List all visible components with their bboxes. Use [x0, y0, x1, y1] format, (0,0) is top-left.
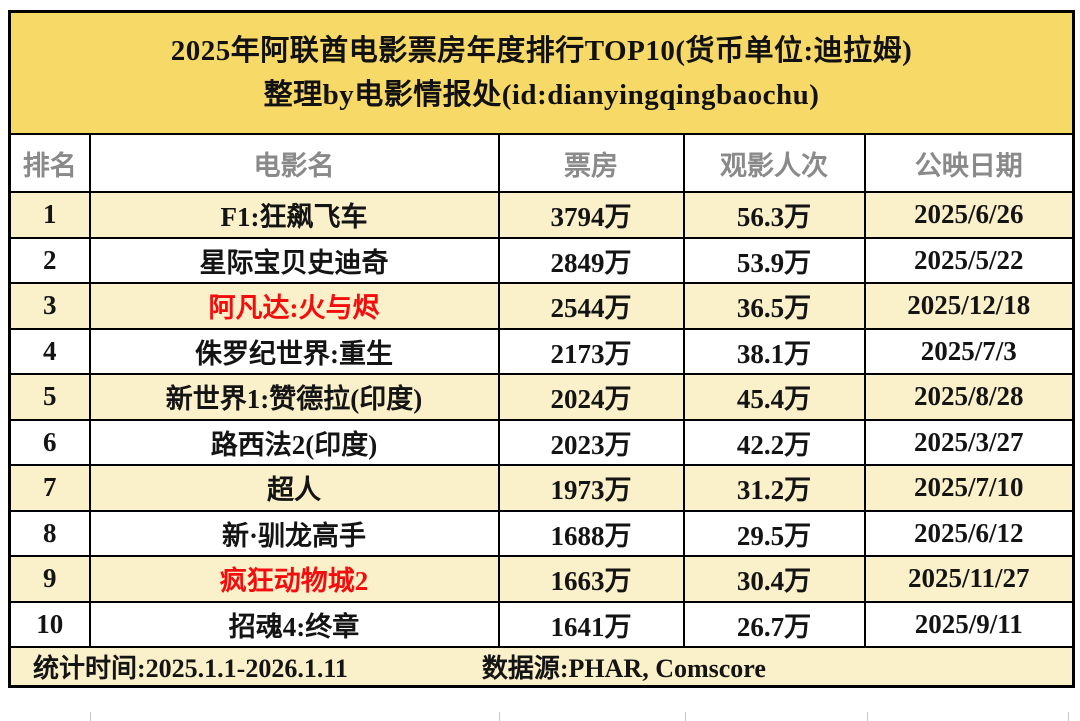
column-header-row: 排名 电影名 票房 观影人次 公映日期	[8, 133, 1075, 193]
admissions-cell: 38.1万	[682, 327, 866, 375]
admissions-cell: 29.5万	[682, 509, 866, 557]
admissions-cell: 45.4万	[682, 373, 866, 421]
column-header-admissions: 观影人次	[682, 133, 866, 193]
table-row: 1 F1:狂飙飞车 3794万 56.3万 2025/6/26	[8, 191, 1075, 239]
release-date-cell: 2025/5/22	[863, 236, 1075, 284]
admissions-cell: 53.9万	[682, 236, 866, 284]
title-row: 2025年阿联酋电影票房年度排行TOP10(货币单位:迪拉姆) 整理by电影情报…	[8, 10, 1075, 135]
release-date-cell: 2025/6/26	[863, 191, 1075, 239]
movie-cell: 侏罗纪世界:重生	[88, 327, 500, 375]
table-row: 5 新世界1:赞德拉(印度) 2024万 45.4万 2025/8/28	[8, 373, 1075, 421]
data-source-label: 数据源:PHAR, Comscore	[481, 654, 766, 683]
stat-time-label: 统计时间:2025.1.1-2026.1.11	[33, 654, 348, 683]
gridline-segment	[500, 712, 686, 721]
admissions-cell: 56.3万	[682, 191, 866, 239]
release-date-cell: 2025/7/10	[863, 464, 1075, 512]
table-row: 6 路西法2(印度) 2023万 42.2万 2025/3/27	[8, 418, 1075, 466]
rank-table: 2025年阿联酋电影票房年度排行TOP10(货币单位:迪拉姆) 整理by电影情报…	[8, 10, 1076, 688]
movie-cell: 星际宝贝史迪奇	[88, 236, 500, 284]
rank-cell: 5	[8, 373, 91, 421]
table-row: 2 星际宝贝史迪奇 2849万 53.9万 2025/5/22	[8, 236, 1075, 284]
admissions-cell: 36.5万	[682, 282, 866, 330]
release-date-cell: 2025/3/27	[863, 418, 1075, 466]
column-header-box-office: 票房	[497, 133, 685, 193]
box-office-cell: 1973万	[497, 464, 685, 512]
footer-cell: 统计时间:2025.1.1-2026.1.11 数据源:PHAR, Comsco…	[8, 646, 1075, 688]
movie-cell: 招魂4:终章	[88, 600, 500, 648]
table-row: 4 侏罗纪世界:重生 2173万 38.1万 2025/7/3	[8, 327, 1075, 375]
rank-cell: 7	[8, 464, 91, 512]
box-office-cell: 2849万	[497, 236, 685, 284]
gridline-segment	[8, 712, 91, 721]
table-row: 7 超人 1973万 31.2万 2025/7/10	[8, 464, 1075, 512]
rank-cell: 9	[8, 555, 91, 603]
admissions-cell: 26.7万	[682, 600, 866, 648]
box-office-cell: 2544万	[497, 282, 685, 330]
box-office-cell: 1688万	[497, 509, 685, 557]
column-header-movie: 电影名	[88, 133, 500, 193]
admissions-cell: 30.4万	[682, 555, 866, 603]
rank-cell: 1	[8, 191, 91, 239]
table-row: 8 新·驯龙高手 1688万 29.5万 2025/6/12	[8, 509, 1075, 557]
gridline-segment	[91, 712, 500, 721]
movie-cell-highlighted: 阿凡达:火与烬	[88, 282, 500, 330]
release-date-cell: 2025/6/12	[863, 509, 1075, 557]
admissions-cell: 31.2万	[682, 464, 866, 512]
box-office-cell: 2173万	[497, 327, 685, 375]
footer-row: 统计时间:2025.1.1-2026.1.11 数据源:PHAR, Comsco…	[8, 646, 1075, 688]
release-date-cell: 2025/9/11	[863, 600, 1075, 648]
table-row: 3 阿凡达:火与烬 2544万 36.5万 2025/12/18	[8, 282, 1075, 330]
box-office-cell: 2024万	[497, 373, 685, 421]
column-header-release-date: 公映日期	[863, 133, 1075, 193]
table-title: 2025年阿联酋电影票房年度排行TOP10(货币单位:迪拉姆) 整理by电影情报…	[8, 10, 1075, 135]
release-date-cell: 2025/8/28	[863, 373, 1075, 421]
movie-cell: 新·驯龙高手	[88, 509, 500, 557]
movie-cell: 新世界1:赞德拉(印度)	[88, 373, 500, 421]
admissions-cell: 42.2万	[682, 418, 866, 466]
title-line-2: 整理by电影情报处(id:dianyingqingbaochu)	[263, 79, 820, 111]
title-line-1: 2025年阿联酋电影票房年度排行TOP10(货币单位:迪拉姆)	[170, 35, 913, 67]
movie-cell: F1:狂飙飞车	[88, 191, 500, 239]
column-header-rank: 排名	[8, 133, 91, 193]
box-office-cell: 1663万	[497, 555, 685, 603]
rank-cell: 2	[8, 236, 91, 284]
rank-cell: 10	[8, 600, 91, 648]
box-office-cell: 1641万	[497, 600, 685, 648]
rank-cell: 3	[8, 282, 91, 330]
release-date-cell: 2025/12/18	[863, 282, 1075, 330]
release-date-cell: 2025/7/3	[863, 327, 1075, 375]
rank-cell: 8	[8, 509, 91, 557]
rank-cell: 4	[8, 327, 91, 375]
rank-cell: 6	[8, 418, 91, 466]
table-row: 10 招魂4:终章 1641万 26.7万 2025/9/11	[8, 600, 1075, 648]
gridline-segment	[868, 712, 1069, 721]
box-office-cell: 3794万	[497, 191, 685, 239]
movie-cell: 路西法2(印度)	[88, 418, 500, 466]
movie-cell: 超人	[88, 464, 500, 512]
box-office-cell: 2023万	[497, 418, 685, 466]
release-date-cell: 2025/11/27	[863, 555, 1075, 603]
table-row: 9 疯狂动物城2 1663万 30.4万 2025/11/27	[8, 555, 1075, 603]
spreadsheet-gridline-strip	[8, 712, 1072, 721]
movie-cell-highlighted: 疯狂动物城2	[88, 555, 500, 603]
gridline-segment	[686, 712, 868, 721]
box-office-table: 2025年阿联酋电影票房年度排行TOP10(货币单位:迪拉姆) 整理by电影情报…	[8, 10, 1076, 688]
